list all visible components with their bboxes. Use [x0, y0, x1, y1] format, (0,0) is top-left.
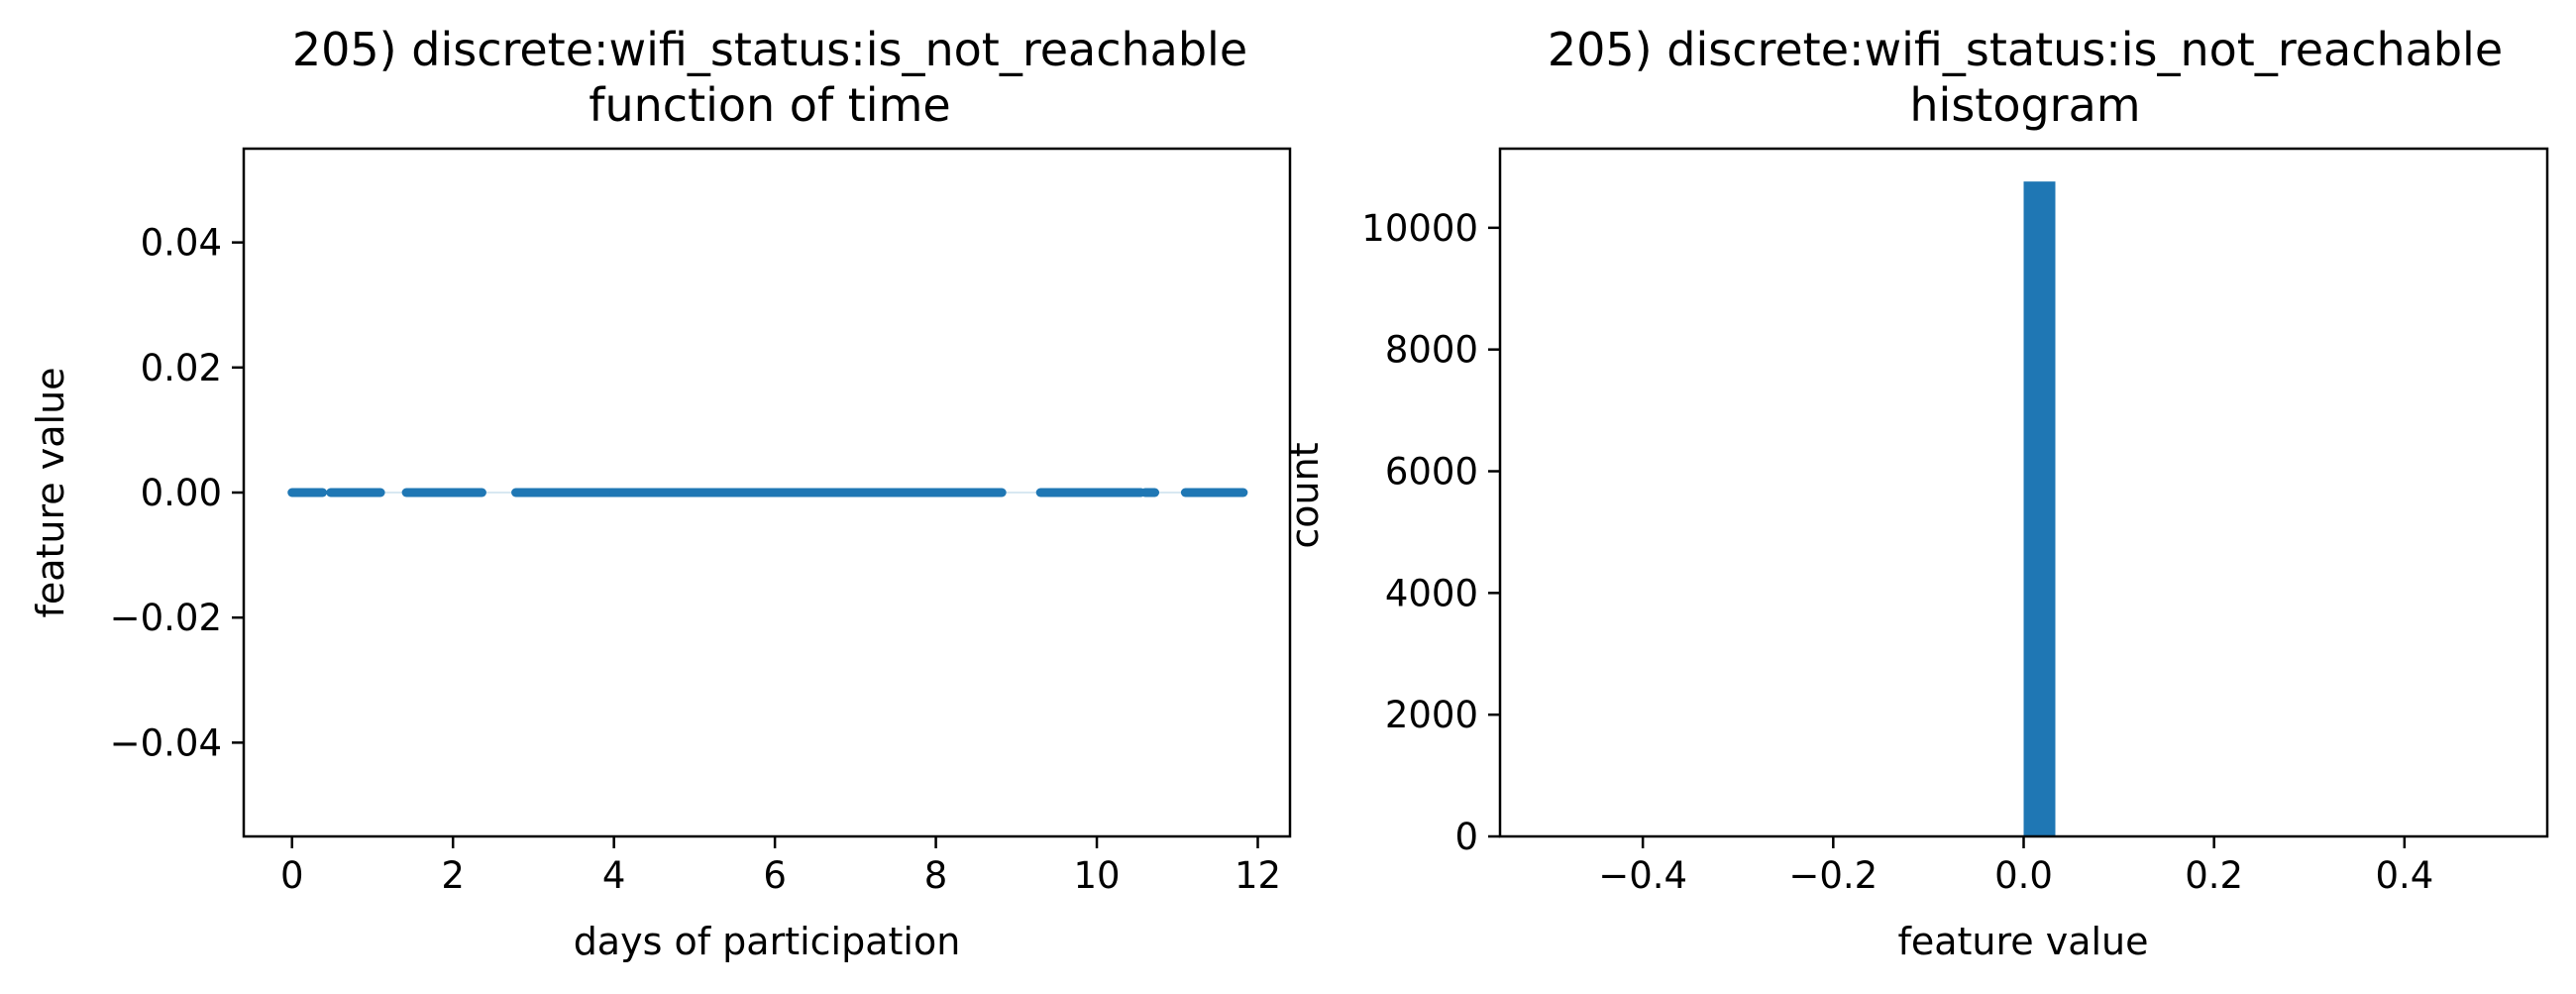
right-x-tick-label: 0.0	[1994, 854, 2053, 897]
left-y-ticks: 0.04 0.02 0.00 −0.02 −0.04	[110, 222, 244, 764]
left-x-tick-label: 8	[924, 854, 948, 897]
right-y-ticks: 0 2000 4000 6000 8000 10000	[1361, 207, 1500, 858]
right-y-tick-label: 2000	[1385, 694, 1478, 736]
left-y-tick-label: −0.04	[110, 721, 222, 764]
left-x-tick-label: 10	[1073, 854, 1120, 897]
left-x-tick-label: 12	[1234, 854, 1281, 897]
left-x-tick-label: 6	[763, 854, 787, 897]
right-chart-title-line1: 205) discrete:wifi_status:is_not_reachab…	[1548, 23, 2503, 76]
left-y-tick-label: 0.00	[141, 472, 222, 514]
right-y-tick-label: 0	[1454, 816, 1478, 858]
left-x-tick-label: 0	[280, 854, 304, 897]
right-x-tick-label: −0.2	[1788, 854, 1878, 897]
histogram-panel: 205) discrete:wifi_status:is_not_reachab…	[1283, 23, 2549, 963]
right-y-tick-label: 6000	[1385, 451, 1478, 494]
right-x-ticks: −0.4 −0.2 0.0 0.2 0.4	[1598, 836, 2433, 897]
right-x-tick-label: −0.4	[1598, 854, 1687, 897]
left-y-tick-label: −0.02	[110, 597, 222, 639]
left-x-axis-label: days of participation	[574, 920, 961, 963]
left-chart-title-line2: function of time	[589, 78, 950, 132]
histogram-bar-0	[2023, 181, 2056, 836]
right-y-tick-label: 4000	[1385, 572, 1478, 614]
right-x-axis-label: feature value	[1897, 920, 2148, 963]
right-x-tick-label: 0.4	[2375, 854, 2433, 897]
left-chart-title-line1: 205) discrete:wifi_status:is_not_reachab…	[292, 23, 1247, 76]
left-y-tick-label: 0.02	[141, 347, 222, 389]
right-x-tick-label: 0.2	[2185, 854, 2243, 897]
right-y-tick-label: 10000	[1361, 207, 1478, 250]
right-chart-title-line2: histogram	[1909, 78, 2140, 132]
right-y-axis-label: count	[1283, 442, 1327, 548]
time-series-panel: 205) discrete:wifi_status:is_not_reachab…	[29, 23, 1292, 963]
right-plot-area	[2023, 181, 2056, 836]
left-x-ticks: 0 2 4 6 8 10 12	[280, 836, 1281, 897]
left-y-tick-label: 0.04	[141, 222, 222, 265]
left-y-axis-label: feature value	[29, 367, 72, 617]
left-x-tick-label: 4	[602, 854, 626, 897]
right-y-tick-label: 8000	[1385, 329, 1478, 372]
left-x-tick-label: 2	[441, 854, 465, 897]
